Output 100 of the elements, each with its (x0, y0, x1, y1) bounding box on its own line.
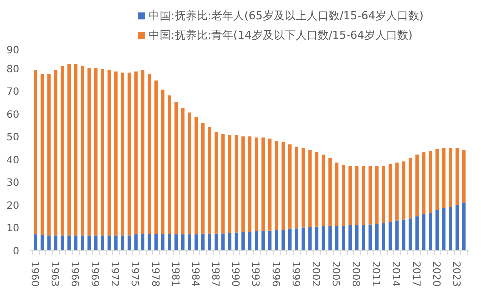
bar (108, 70, 112, 236)
x-tick-label: 1975 (129, 262, 140, 287)
bar (134, 72, 138, 235)
bar (308, 227, 312, 250)
y-tick-label: 20 (6, 200, 20, 212)
bar (268, 138, 272, 231)
bar (295, 146, 299, 229)
x-tick-label: 2008 (350, 262, 362, 287)
bar (422, 152, 426, 215)
bar (101, 236, 104, 250)
bar (416, 154, 419, 217)
x-tick-label: 1990 (230, 262, 241, 287)
bar (48, 236, 51, 250)
y-tick-label: 50 (6, 132, 20, 144)
bar (408, 218, 412, 250)
bar (242, 136, 245, 232)
bar (201, 234, 205, 250)
bar (141, 70, 145, 234)
bar (154, 234, 158, 250)
bar (74, 64, 78, 236)
bar (388, 164, 392, 222)
bar (174, 102, 178, 235)
bar (449, 148, 452, 208)
x-tick-label: 2020 (430, 262, 442, 287)
bar (114, 236, 118, 250)
bar (148, 74, 152, 234)
bar (355, 166, 359, 226)
bar (222, 134, 225, 234)
bar (148, 234, 152, 250)
x-tick-label: 1972 (109, 262, 120, 287)
x-tick-label: 2017 (410, 262, 422, 287)
x-tick-label: 1999 (290, 262, 301, 287)
bar (40, 74, 44, 236)
bar (234, 232, 238, 250)
bar (161, 90, 165, 234)
legend-label: 中国:抚养比:青年(14岁及以下人口数/15-64岁人口数) (149, 29, 413, 42)
bar (174, 234, 178, 250)
x-tick-label: 1960 (28, 262, 40, 287)
bar (449, 207, 452, 250)
bar (208, 128, 212, 234)
bar (262, 231, 266, 250)
bar (295, 228, 299, 250)
bar (181, 108, 185, 235)
y-tick-label: 10 (6, 224, 20, 235)
bar (248, 136, 252, 232)
bar (308, 150, 312, 228)
bar (288, 144, 292, 229)
y-tick-label: 90 (6, 46, 20, 56)
bar (275, 141, 278, 230)
bar (288, 228, 292, 250)
bar (121, 72, 125, 236)
x-tick-label: 2014 (390, 262, 402, 287)
bar (34, 234, 38, 250)
bar (348, 225, 352, 250)
x-tick-label: 1963 (48, 262, 60, 287)
bar (88, 68, 92, 236)
y-tick-label: 30 (6, 178, 20, 190)
bar (81, 236, 84, 250)
bar (94, 68, 98, 236)
bar (114, 72, 118, 236)
bar (368, 166, 372, 225)
bar (228, 135, 232, 234)
bar (322, 226, 326, 250)
x-tick-label: 1984 (189, 262, 200, 287)
bar (188, 234, 192, 250)
bar (429, 213, 432, 250)
bar (416, 216, 419, 250)
bar (208, 234, 212, 250)
y-tick-label: 70 (6, 87, 20, 98)
bar (342, 165, 346, 226)
bar (68, 236, 71, 250)
y-tick-label: 40 (6, 155, 20, 166)
bar (88, 236, 92, 250)
x-tick-label: 2023 (450, 262, 462, 287)
bar (429, 151, 432, 214)
x-tick-label: 1996 (270, 262, 281, 287)
y-tick-label: 60 (6, 110, 20, 121)
x-tick-label: 1966 (69, 262, 80, 287)
legend-label: 中国:抚养比:老年人(65岁及以上人口数/15-64岁人口数) (149, 10, 424, 23)
bar (328, 158, 332, 226)
bar (382, 223, 386, 250)
bar (262, 138, 266, 232)
bar (168, 234, 172, 250)
bar (81, 66, 84, 236)
bar (121, 236, 125, 250)
bar (181, 234, 185, 250)
x-tick-label: 1993 (250, 262, 261, 287)
x-tick-label: 1969 (89, 262, 100, 287)
x-tick-label: 1978 (149, 262, 160, 287)
bar (408, 158, 412, 219)
bar (402, 220, 406, 250)
bar (222, 234, 225, 250)
bar (34, 70, 38, 235)
bar (462, 150, 466, 203)
bar (68, 64, 71, 236)
x-tick-label: 1981 (169, 262, 180, 287)
bar (322, 154, 326, 226)
bar (255, 138, 258, 232)
bar (375, 224, 379, 250)
bar (456, 148, 460, 205)
